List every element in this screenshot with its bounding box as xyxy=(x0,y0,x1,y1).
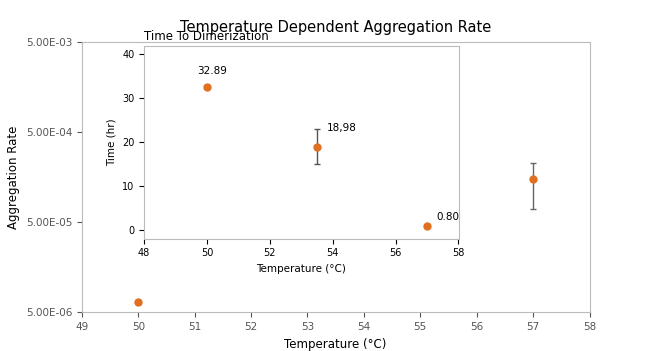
X-axis label: Temperature (°C): Temperature (°C) xyxy=(284,338,387,351)
Text: 0.80: 0.80 xyxy=(436,212,460,222)
Title: Temperature Dependent Aggregation Rate: Temperature Dependent Aggregation Rate xyxy=(180,20,491,35)
Text: Time To Dimerization: Time To Dimerization xyxy=(144,30,269,43)
Text: 18,98: 18,98 xyxy=(326,123,356,133)
X-axis label: Temperature (°C): Temperature (°C) xyxy=(256,264,346,274)
Y-axis label: Time (hr): Time (hr) xyxy=(107,118,117,166)
Y-axis label: Aggregation Rate: Aggregation Rate xyxy=(7,126,20,229)
Text: 32.89: 32.89 xyxy=(198,66,227,76)
